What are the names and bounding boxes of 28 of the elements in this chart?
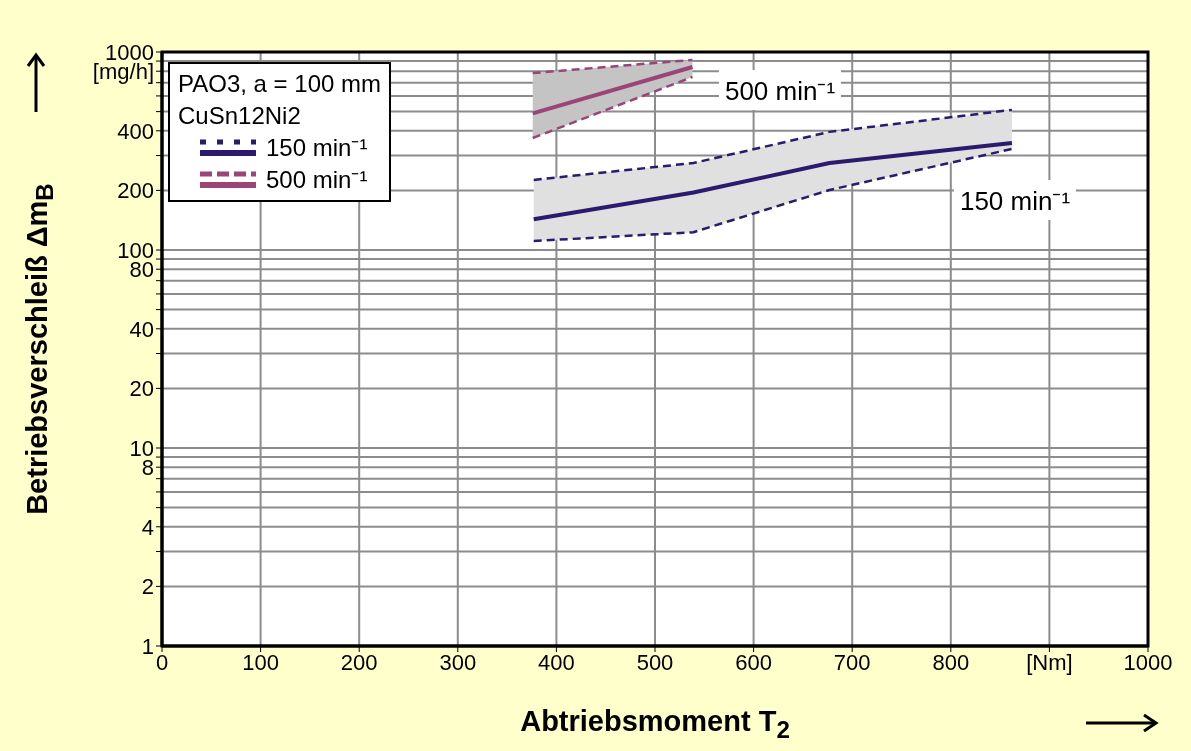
y-tick-label: 400: [117, 118, 154, 144]
x-tick-label: 500: [636, 649, 674, 675]
y-tick-label: 40: [129, 316, 154, 342]
annotation: 500 min⁻¹: [724, 76, 836, 106]
line-series: [532, 108, 1014, 182]
x-tick-label: 200: [340, 649, 378, 675]
y-tick-label: 20: [129, 376, 154, 402]
x-tick-label: 600: [735, 649, 772, 675]
annotation: 150 min⁻¹: [959, 186, 1071, 216]
x-tick-label: 400: [538, 649, 575, 675]
y-tick-label: 1: [141, 633, 154, 659]
legend-label: 500 min⁻¹: [266, 165, 368, 195]
legend-label: 150 min⁻¹: [266, 133, 368, 163]
x-tick-label: 700: [833, 649, 871, 675]
y-tick-label: 4: [141, 514, 154, 540]
y-tick-label: [mg/h]: [92, 59, 154, 84]
line-series: [532, 147, 1014, 243]
y-tick-label: 200: [117, 178, 154, 204]
line-series: [531, 141, 1014, 222]
x-tick-label: 1000: [1123, 649, 1173, 675]
y-tick-label: 2: [141, 574, 154, 600]
x-tick-label: [Nm]: [1026, 649, 1073, 675]
x-tick-label: 800: [932, 649, 970, 675]
x-tick-label: 0: [155, 649, 169, 675]
x-axis-title: Abtriebsmoment T$_{2}$: [520, 705, 790, 743]
x-tick-label: 100: [242, 649, 279, 675]
legend-title: PAO3, a = 100 mm CuSn12Ni2: [178, 70, 381, 129]
x-tick-label: 300: [439, 649, 477, 675]
